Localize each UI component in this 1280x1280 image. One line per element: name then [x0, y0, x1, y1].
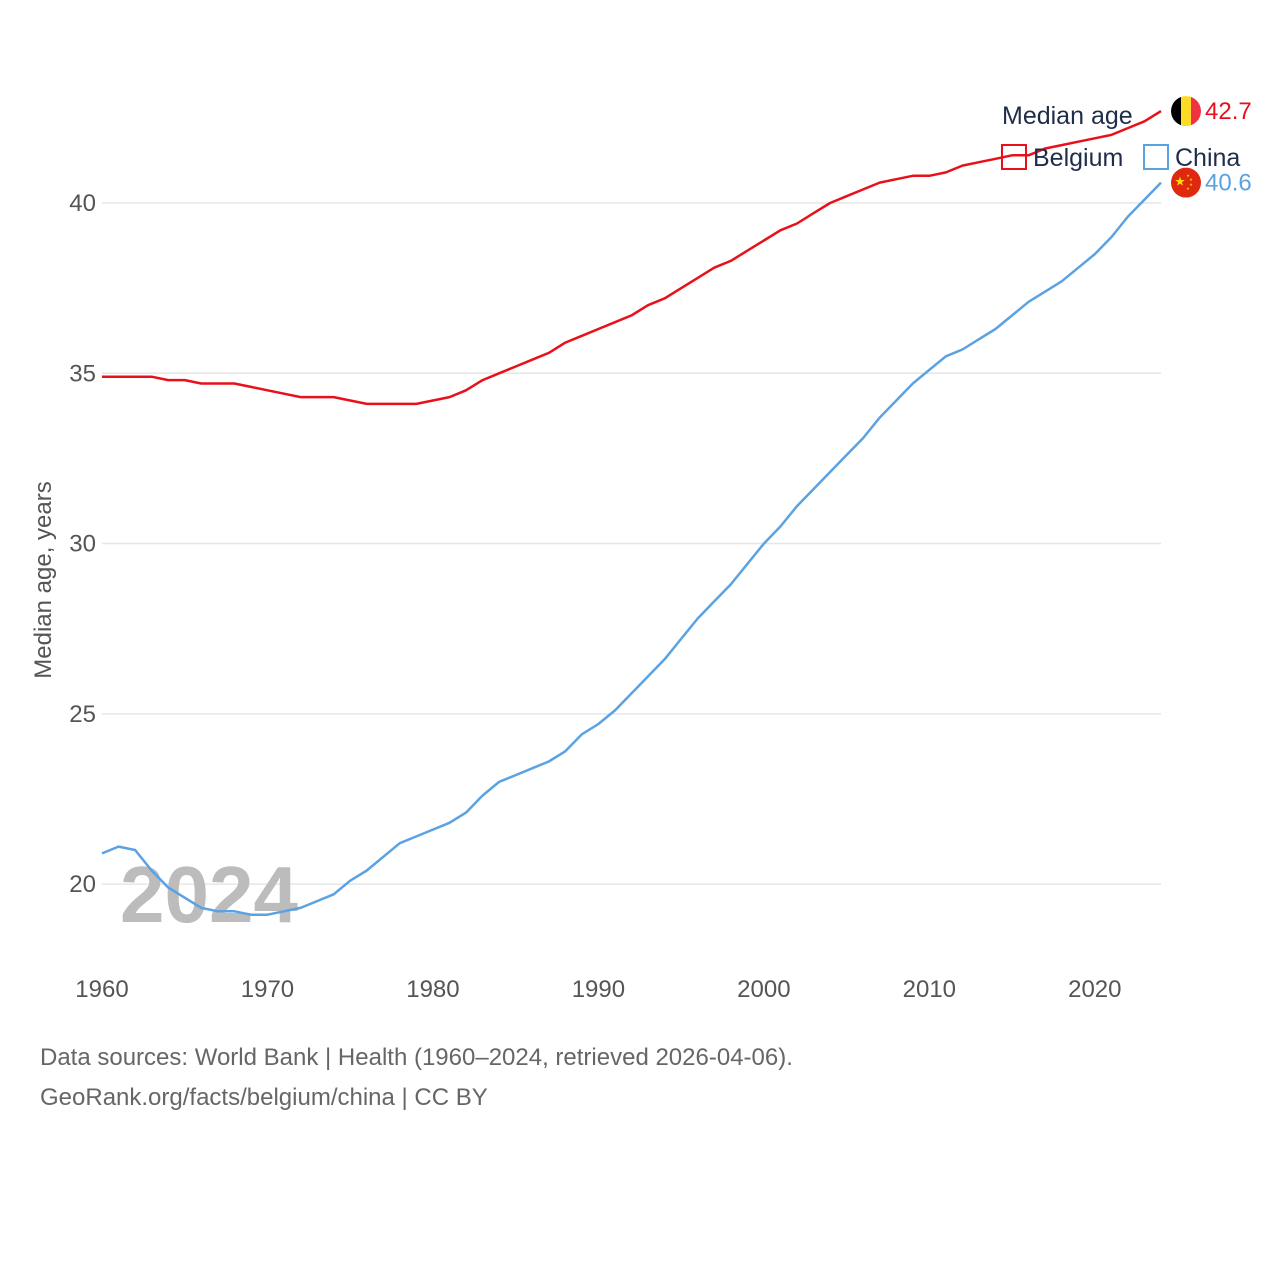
x-tick-label: 1960	[75, 976, 128, 1003]
x-tick-label: 1980	[406, 976, 459, 1003]
y-axis-label: Median age, years	[30, 481, 57, 678]
series-line-belgium[interactable]	[102, 110, 1162, 406]
y-tick-label: 25	[69, 701, 96, 728]
x-tick-label: 2010	[903, 976, 956, 1003]
china-flag-icon	[1171, 167, 1201, 198]
y-tick-label: 35	[69, 360, 96, 387]
legend-item-china[interactable]: China	[1143, 144, 1240, 172]
x-tick-label: 2000	[737, 976, 790, 1003]
x-tick-label: 1970	[241, 976, 294, 1003]
legend-label-belgium: Belgium	[1033, 144, 1123, 172]
year-watermark: 2024	[120, 850, 298, 939]
legend: Median age Belgium China	[1001, 102, 1240, 172]
legend-swatch-belgium	[1001, 144, 1027, 170]
end-markers: 42.7 40.6	[1171, 96, 1252, 198]
y-axis-ticks: 20 25 30 35 40	[69, 190, 96, 898]
x-axis-ticks: 1960 1970 1980 1990 2000 2010 2020	[75, 976, 1121, 1003]
legend-title: Median age	[1002, 102, 1133, 130]
x-tick-label: 2020	[1068, 976, 1121, 1003]
series-lines	[101, 110, 1162, 916]
gridlines	[102, 202, 1161, 885]
legend-item-belgium[interactable]: Belgium	[1001, 144, 1123, 172]
y-tick-label: 30	[69, 531, 96, 558]
x-tick-label: 1990	[572, 976, 625, 1003]
legend-swatch-china	[1143, 144, 1169, 170]
belgium-flag-icon	[1171, 96, 1201, 127]
source-link[interactable]: GeoRank.org/facts/belgium/china | CC BY	[40, 1084, 488, 1111]
source-line: Data sources: World Bank | Health (1960–…	[40, 1044, 793, 1071]
series-line-china[interactable]	[101, 181, 1162, 916]
legend-label-china: China	[1175, 144, 1240, 172]
end-label-belgium: 42.7	[1205, 98, 1252, 125]
end-label-china: 40.6	[1205, 170, 1252, 197]
y-tick-label: 20	[69, 871, 96, 898]
y-tick-label: 40	[69, 190, 96, 217]
